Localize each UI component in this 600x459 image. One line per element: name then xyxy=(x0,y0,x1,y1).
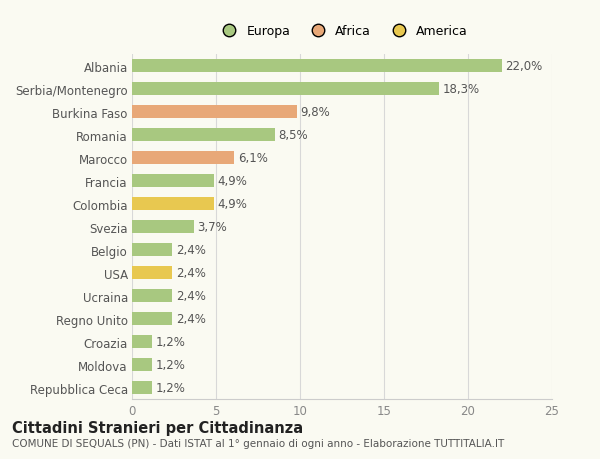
Text: COMUNE DI SEQUALS (PN) - Dati ISTAT al 1° gennaio di ogni anno - Elaborazione TU: COMUNE DI SEQUALS (PN) - Dati ISTAT al 1… xyxy=(12,438,504,448)
Text: 9,8%: 9,8% xyxy=(300,106,330,119)
Text: Cittadini Stranieri per Cittadinanza: Cittadini Stranieri per Cittadinanza xyxy=(12,420,303,435)
Text: 1,2%: 1,2% xyxy=(155,381,185,394)
Bar xyxy=(132,129,275,142)
Bar xyxy=(132,221,194,234)
Text: 3,7%: 3,7% xyxy=(197,221,227,234)
Bar xyxy=(132,175,214,188)
Text: 22,0%: 22,0% xyxy=(505,60,542,73)
Bar xyxy=(132,83,439,96)
Bar xyxy=(132,267,172,280)
Text: 2,4%: 2,4% xyxy=(176,290,206,302)
Bar xyxy=(132,313,172,325)
Bar xyxy=(132,244,172,257)
Text: 2,4%: 2,4% xyxy=(176,267,206,280)
Text: 6,1%: 6,1% xyxy=(238,152,268,165)
Text: 4,9%: 4,9% xyxy=(218,198,248,211)
Text: 1,2%: 1,2% xyxy=(155,358,185,371)
Text: 4,9%: 4,9% xyxy=(218,175,248,188)
Bar xyxy=(132,336,152,348)
Text: 1,2%: 1,2% xyxy=(155,336,185,348)
Bar xyxy=(132,198,214,211)
Text: 2,4%: 2,4% xyxy=(176,244,206,257)
Bar xyxy=(132,381,152,394)
Text: 18,3%: 18,3% xyxy=(443,83,480,96)
Text: 2,4%: 2,4% xyxy=(176,313,206,325)
Bar xyxy=(132,152,235,165)
Legend: Europa, Africa, America: Europa, Africa, America xyxy=(211,20,473,43)
Bar xyxy=(132,60,502,73)
Bar xyxy=(132,106,296,119)
Text: 8,5%: 8,5% xyxy=(278,129,308,142)
Bar xyxy=(132,290,172,302)
Bar xyxy=(132,358,152,371)
